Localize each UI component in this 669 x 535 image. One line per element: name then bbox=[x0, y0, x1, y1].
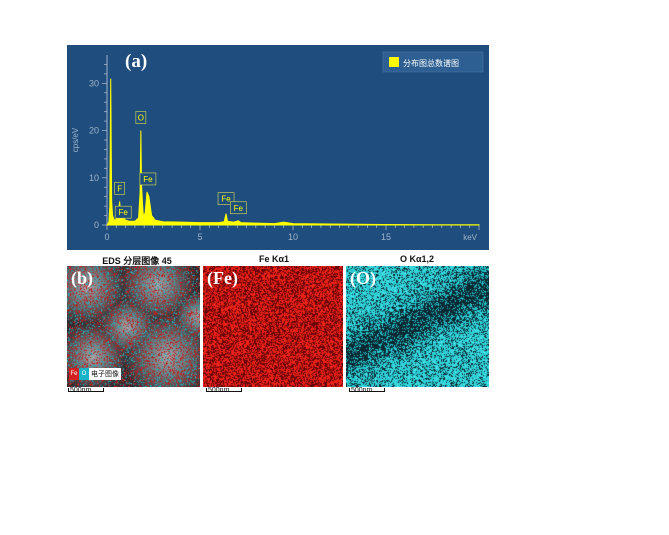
x-tick-label: 10 bbox=[288, 232, 298, 242]
x-tick-label: 0 bbox=[104, 232, 109, 242]
o-map-title: O Kα1,2 bbox=[399, 254, 435, 264]
layered-map-title: EDS 分层图像 45 bbox=[102, 256, 172, 266]
panel-fe-label: (Fe) bbox=[207, 268, 238, 288]
electron-image-label: 电子图像 bbox=[91, 371, 119, 378]
peak-label: F bbox=[117, 184, 122, 193]
scale-bar-fe-label: 500nm bbox=[208, 387, 230, 394]
fe-eds-map: (Fe) bbox=[203, 266, 343, 387]
spectrum-series bbox=[106, 78, 480, 226]
layered-map-legend: Fe O 电子图像 bbox=[69, 368, 121, 380]
legend-label: 分布图总数谱图 bbox=[403, 58, 459, 68]
peak-label-box bbox=[114, 205, 132, 219]
peak-label: Fe bbox=[221, 195, 231, 204]
legend-swatch bbox=[389, 57, 399, 67]
peak-label: Fe bbox=[119, 208, 129, 217]
panel-b-label: (b) bbox=[71, 268, 93, 288]
y-tick-label: 30 bbox=[89, 78, 99, 88]
panel-o-label: (O) bbox=[350, 268, 376, 288]
x-tick-label: 15 bbox=[381, 232, 391, 242]
o-distribution-image bbox=[346, 266, 489, 387]
peak-label: O bbox=[138, 114, 144, 123]
y-tick-label: 20 bbox=[89, 126, 99, 136]
peak-label-box bbox=[114, 182, 125, 195]
peak-label: Fe bbox=[143, 175, 153, 184]
fe-distribution-image bbox=[203, 266, 343, 387]
o-swatch: O bbox=[79, 368, 89, 380]
layered-eds-map: (b) Fe O 电子图像 bbox=[67, 266, 200, 387]
legend-box bbox=[382, 51, 484, 73]
scale-bar-b-label: 500nm bbox=[70, 387, 92, 394]
x-axis-title: keV bbox=[463, 233, 477, 242]
eds-spectrum-panel: 0 5 10 15 0 10 20 30 keV cps/eV F Fe O Fe Fe Fe (a) 分布图总数… bbox=[67, 45, 489, 250]
x-tick-label: 5 bbox=[197, 232, 202, 242]
y-axis-title: cps/eV bbox=[71, 127, 80, 152]
y-tick-label: 10 bbox=[89, 173, 99, 183]
layered-eds-image bbox=[67, 266, 200, 387]
scale-bar-o: 500nm bbox=[349, 387, 385, 394]
y-tick-label: 0 bbox=[94, 220, 99, 230]
peak-label-box bbox=[135, 111, 147, 124]
peak-label-box bbox=[139, 172, 157, 186]
panel-a-label: (a) bbox=[125, 51, 147, 72]
fe-swatch: Fe bbox=[69, 368, 79, 380]
scale-bar-o-label: 500nm bbox=[351, 387, 373, 394]
peak-label: Fe bbox=[234, 204, 244, 213]
scale-bar-b: 500nm bbox=[68, 387, 104, 394]
fe-map-title: Fe Kα1 bbox=[258, 254, 290, 264]
o-eds-map: (O) bbox=[346, 266, 489, 387]
scale-bar-fe: 500nm bbox=[206, 387, 242, 394]
peak-label-box bbox=[230, 201, 247, 215]
